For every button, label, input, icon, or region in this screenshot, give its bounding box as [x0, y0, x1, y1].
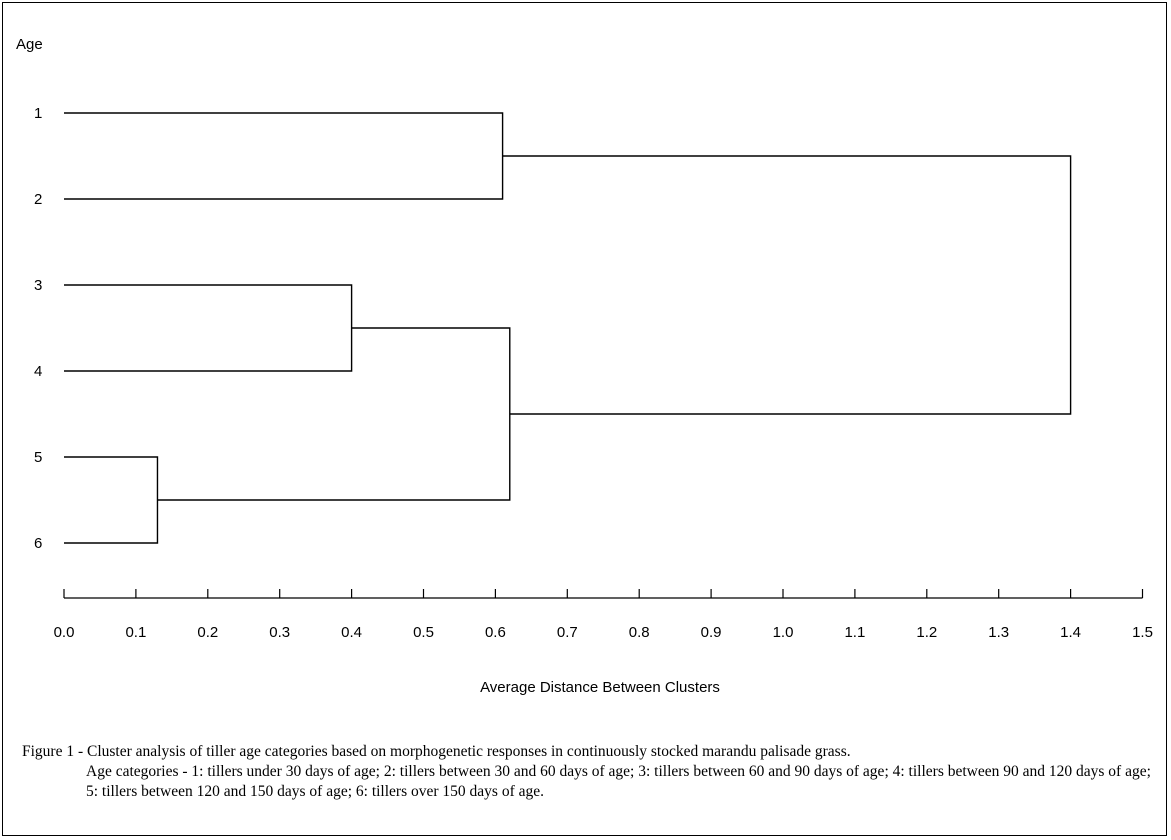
- x-axis-label: Average Distance Between Clusters: [480, 679, 720, 696]
- x-tick-label-0.0: 0.0: [54, 624, 75, 641]
- link-1-2-3-6: [502, 155, 1072, 415]
- leaf-label-2: 2: [34, 191, 42, 208]
- x-tick-label-0.1: 0.1: [125, 624, 146, 641]
- x-tick-label-0.4: 0.4: [341, 624, 362, 641]
- x-axis: 0.0 0.1 0.2 0.3 0.4 0.5 0.6 0.7 0.8 0.9 1.0 1.1 1.2 1…: [54, 589, 1153, 641]
- y-axis-label: Age: [16, 36, 43, 53]
- link-3-4: [64, 284, 353, 372]
- x-tick-label-1.4: 1.4: [1060, 624, 1081, 641]
- caption-details: Age categories - 1: tillers under 30 day…: [86, 763, 1151, 800]
- x-tick-label-0.7: 0.7: [557, 624, 578, 641]
- x-tick-label-1.2: 1.2: [916, 624, 937, 641]
- dendrogram-links: [64, 112, 1072, 544]
- x-tick-label-0.3: 0.3: [269, 624, 290, 641]
- x-tick-label-0.9: 0.9: [701, 624, 722, 641]
- leaf-labels: 1 2 3 4 5 6: [34, 105, 42, 552]
- caption-line-1: Figure 1 - Cluster analysis of tiller ag…: [22, 743, 851, 760]
- x-tick-label-1.0: 1.0: [773, 624, 794, 641]
- leaf-label-3: 3: [34, 277, 42, 294]
- link-1-2: [64, 112, 504, 200]
- leaf-label-6: 6: [34, 535, 42, 552]
- figure-caption: Figure 1 - Cluster analysis of tiller ag…: [22, 742, 1162, 802]
- x-tick-label-1.3: 1.3: [988, 624, 1009, 641]
- link-3-4-5-6: [157, 327, 511, 501]
- x-tick-label-1.5: 1.5: [1132, 624, 1153, 641]
- leaf-label-5: 5: [34, 449, 42, 466]
- leaf-label-1: 1: [34, 105, 42, 122]
- leaf-label-4: 4: [34, 363, 42, 380]
- link-5-6: [64, 456, 159, 544]
- x-tick-label-0.6: 0.6: [485, 624, 506, 641]
- x-tick-label-1.1: 1.1: [844, 624, 865, 641]
- x-tick-label-0.2: 0.2: [197, 624, 218, 641]
- x-tick-label-0.8: 0.8: [629, 624, 650, 641]
- x-tick-label-0.5: 0.5: [413, 624, 434, 641]
